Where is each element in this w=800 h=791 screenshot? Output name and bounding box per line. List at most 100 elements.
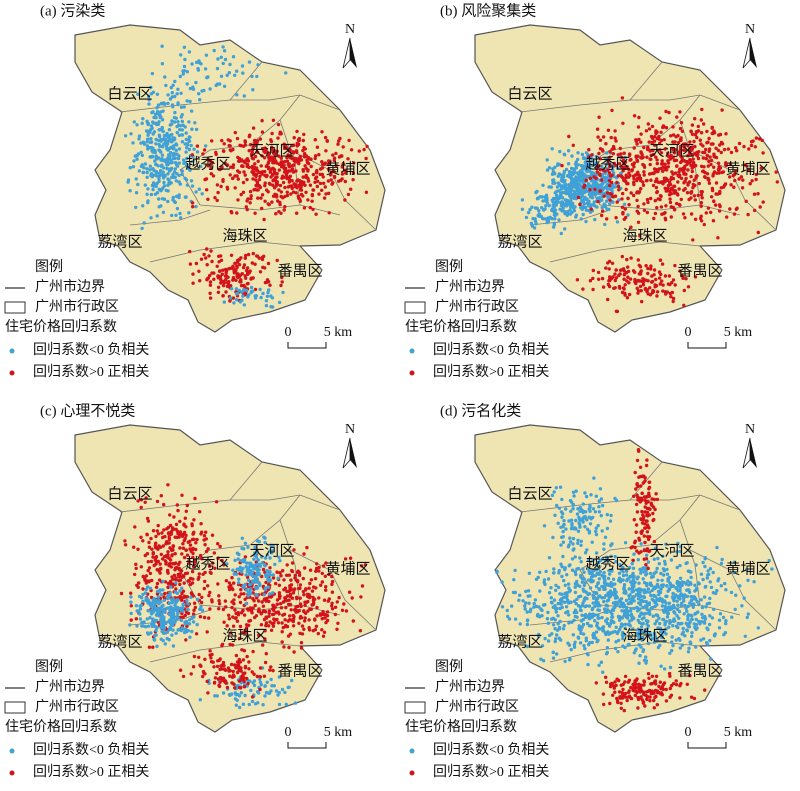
sample-point [170,633,173,636]
sample-point [217,607,220,610]
sample-point [311,603,314,606]
sample-point [565,573,568,576]
sample-point [168,128,171,131]
sample-point [154,193,157,196]
sample-point [263,170,266,173]
sample-point [224,278,227,281]
sample-point [610,193,613,196]
district-label: 越秀区 [585,155,630,172]
sample-point [223,300,226,303]
sample-point [289,192,292,195]
sample-point [552,197,555,200]
sample-point [247,253,250,256]
sample-point [149,572,152,575]
sample-point [671,644,674,647]
sample-point [154,116,157,119]
sample-point [288,618,291,621]
sample-point [190,179,193,182]
sample-point [234,616,237,619]
sample-point [319,173,322,176]
sample-point [730,616,733,619]
sample-point [260,683,263,686]
sample-point [169,558,172,561]
sample-point [165,527,168,530]
sample-point [322,635,325,638]
sample-point [554,637,557,640]
sample-point [549,586,552,589]
sample-point [663,569,666,572]
sample-point [232,625,235,628]
sample-point [579,641,582,644]
sample-point [351,596,354,599]
sample-point [628,587,631,590]
sample-point [720,108,723,111]
sample-point [238,289,241,292]
sample-point [643,588,646,591]
sample-point [249,201,252,204]
sample-point [757,231,760,234]
sample-point [207,254,210,257]
sample-point [613,272,616,275]
sample-point [303,206,306,209]
sample-point [702,122,705,125]
sample-point [555,194,558,197]
sample-point [701,578,704,581]
sample-point [639,156,642,159]
sample-point [776,180,779,183]
sample-point [683,634,686,637]
sample-point [590,207,593,210]
sample-point [265,299,268,302]
sample-point [135,567,138,570]
legend-text: 回归系数<0 负相关 [33,341,149,358]
sample-point [228,144,231,147]
sample-point [719,133,722,136]
sample-point [761,151,764,154]
sample-point [601,277,604,280]
sample-point [172,544,175,547]
sample-point [167,620,170,623]
sample-point [551,167,554,170]
sample-point [203,672,206,675]
sample-point [639,285,642,288]
sample-point [628,174,631,177]
sample-point [183,631,186,634]
sample-point [135,624,138,627]
sample-point [338,155,341,158]
sample-point [199,665,202,668]
sample-point [243,685,246,688]
sample-point [656,579,659,582]
sample-point [706,154,709,157]
sample-point [543,578,546,581]
sample-point [292,170,295,173]
sample-point [247,293,250,296]
sample-point [727,147,730,150]
sample-point [546,611,549,614]
sample-point [718,203,721,206]
sample-point [135,123,138,126]
district-label: 番禺区 [277,262,322,279]
sample-point [690,635,693,638]
sample-point [209,284,212,287]
sample-point [585,190,588,193]
sample-point [278,301,281,304]
sample-point [351,178,354,181]
sample-point [208,607,211,610]
sample-point [724,622,727,625]
sample-point [197,656,200,659]
sample-point [547,639,550,642]
sample-point [715,181,718,184]
sample-point [646,198,649,201]
sample-point [176,131,179,134]
sample-point [645,554,648,557]
sample-point [567,586,570,589]
sample-point [212,665,215,668]
sample-point [697,157,700,160]
sample-point [289,633,292,636]
district-label: 天河区 [249,142,294,159]
sample-point [244,665,247,668]
sample-point [708,147,711,150]
sample-point [158,588,161,591]
sample-point [600,585,603,588]
sample-point [695,153,698,156]
sample-point [639,132,642,135]
